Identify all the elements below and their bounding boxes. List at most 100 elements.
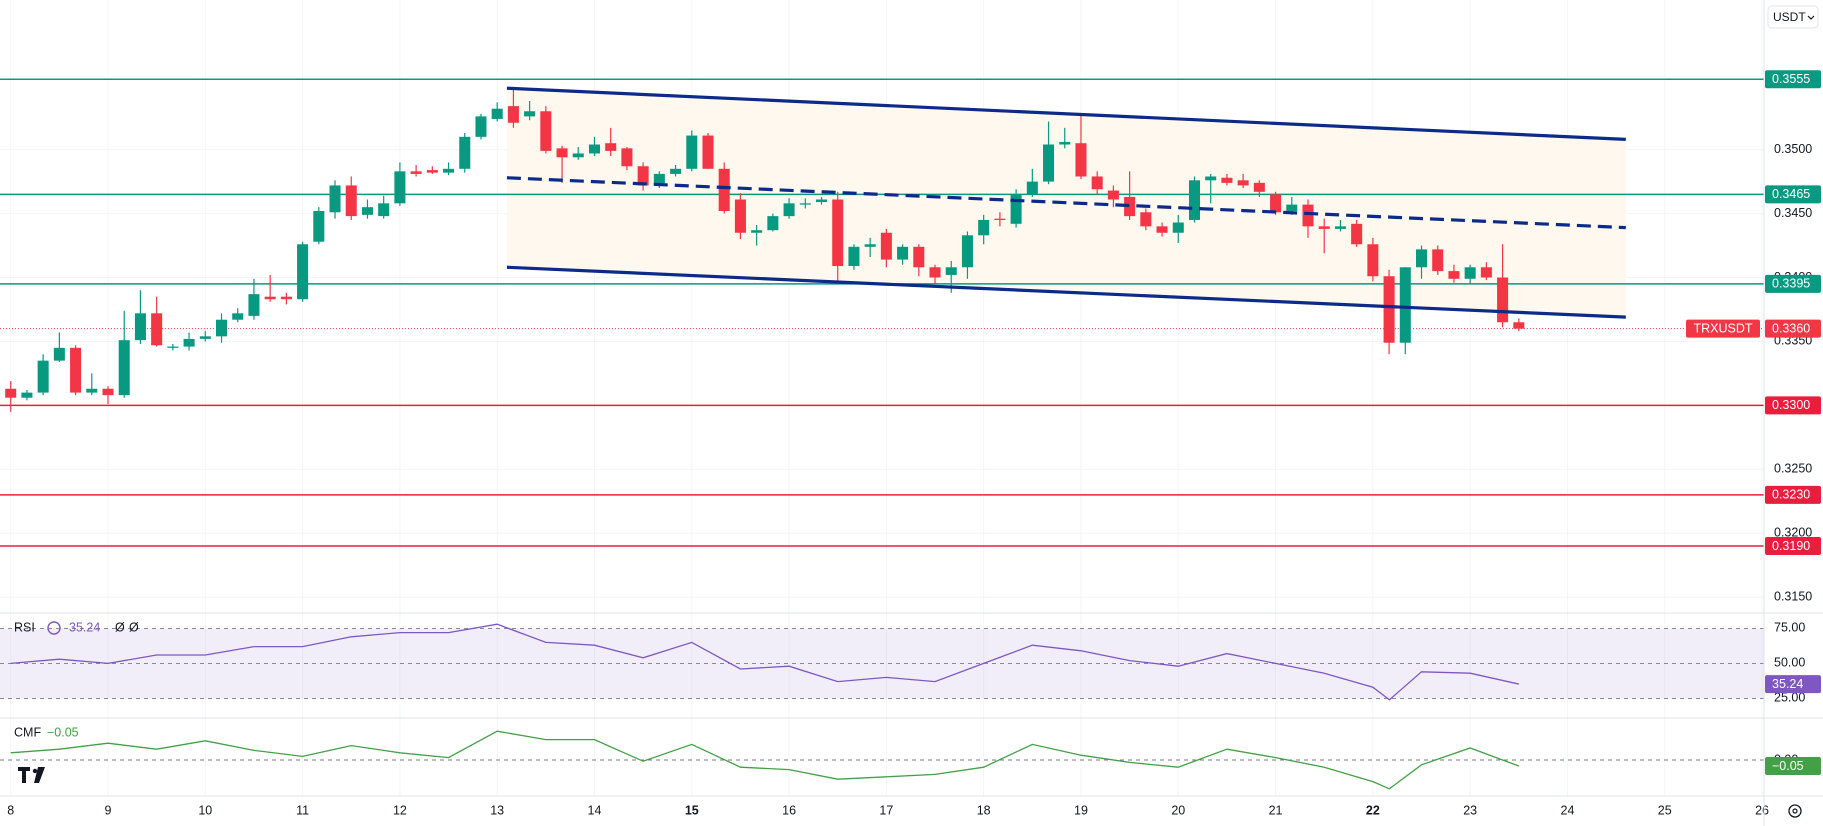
x-tick-label: 21 [1269,803,1283,817]
candle-body [443,168,455,173]
level-box [1765,70,1821,89]
candle-body [572,153,584,158]
level-label: 0.3230 [1772,488,1810,502]
candle-body [588,144,601,154]
candle-body [264,296,276,300]
candle-body [1043,144,1055,182]
candle-body [1351,223,1363,245]
level-box [1765,274,1821,293]
candle-body [1399,267,1411,343]
candle-body [961,235,973,268]
candle-body [1253,182,1265,192]
candle-body [297,244,309,300]
candle-body [491,108,503,119]
channel-lower-line [506,265,1626,319]
candle-body [151,313,163,346]
indicator-param: Ø [115,620,125,634]
tradingview-logo [18,767,45,783]
candle-body [1318,226,1330,229]
x-tick-label: 9 [105,803,112,817]
candle-body [199,336,211,339]
indicator-line [10,623,1519,701]
x-tick-label: 10 [198,803,212,817]
candle-body [5,388,17,398]
candle-body [913,246,925,268]
candle-body [556,148,568,158]
indicator-name: CMF [14,725,41,739]
candle-body [280,296,292,300]
indicator-value-box [1765,675,1821,694]
candle-body [1464,267,1476,279]
indicator-value-label: −0.05 [1772,759,1804,773]
settings-icon[interactable] [1788,804,1802,818]
candle-body [248,294,260,316]
x-tick-label: 11 [296,803,309,817]
currency-label[interactable]: USDT [1773,10,1806,24]
x-tick-label: 26 [1755,803,1769,817]
candle-body [118,340,130,396]
candle-body [53,347,65,361]
channel-middle-line [506,176,1626,230]
candle-body [329,185,341,213]
candle-body [1172,222,1184,233]
candle-body [167,346,179,348]
candle-body [1059,141,1071,145]
candle-body [945,267,957,275]
symbol-label: TRXUSDT [1693,321,1752,335]
candle-body [1140,212,1152,227]
axis-layer: 8 9 10 11 12 13 14 15 16 17 18 19 20 21 22 23 24 25 26 0.31… [7,70,1821,817]
candle-body [1415,249,1428,268]
candle-body [70,347,82,393]
candle-body [994,218,1006,220]
candle-body [507,106,519,123]
candle-body [1383,276,1395,343]
level-label: 0.3190 [1772,539,1810,553]
y-tick-label: 25.00 [1774,691,1805,705]
x-tick-label: 14 [588,803,602,817]
candle-body [1270,194,1282,213]
currency-chevron[interactable] [1807,15,1815,20]
candle-body [134,313,146,341]
candle-body [1107,190,1119,200]
currency-box[interactable] [1767,5,1819,29]
candle-body [475,116,487,137]
candle-body [605,143,617,151]
candle-body [1205,176,1217,181]
level-label: 0.3465 [1772,187,1810,201]
currency-button[interactable]: USDT [1767,5,1819,29]
candle-body [783,203,795,217]
candle-body [1188,180,1201,220]
indicator-header-value: 35.24 [69,620,100,634]
candle-body [394,171,406,204]
x-tick-label: 15 [685,803,699,817]
candle-body [86,388,98,393]
x-tick-label: 23 [1463,803,1477,817]
candle-body [686,135,698,169]
y-tick-label: 0.3500 [1774,142,1812,156]
x-tick-label: 22 [1366,803,1380,817]
candle-body [1497,277,1509,323]
y-tick-label: 0.3450 [1774,206,1812,220]
candle-body [734,199,746,233]
candle-body [216,319,228,337]
candle-body [880,232,892,260]
settings-icon[interactable] [1792,808,1798,814]
logo-part [18,767,30,783]
candle-body [1334,226,1346,229]
last-price-box [1765,319,1821,338]
candle-body [978,219,990,236]
indicator-line [10,730,1520,790]
candle-body [799,203,811,205]
x-tick-label: 12 [393,803,407,817]
x-tick-label: 20 [1171,803,1185,817]
y-tick-label: 50.00 [1774,656,1805,670]
candle-body [864,244,876,247]
background-layer [0,0,1764,796]
candle-body [751,230,763,233]
x-tick-label: 13 [490,803,504,817]
candle-body [313,211,325,242]
candle-body [1156,226,1168,233]
level-box [1765,537,1821,556]
settings-button[interactable] [1788,804,1802,818]
